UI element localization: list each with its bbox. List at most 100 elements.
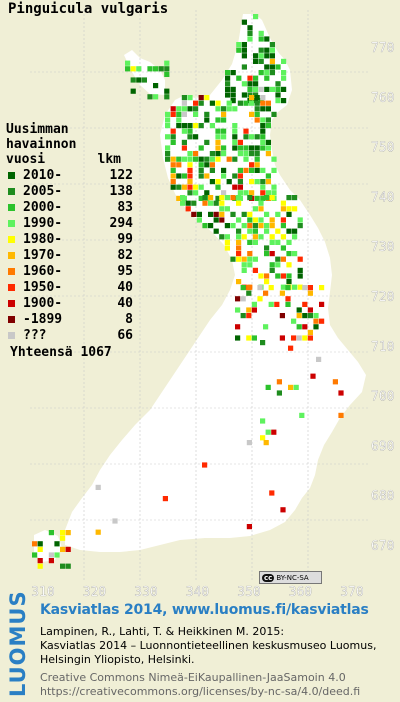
observation-square [224,245,230,251]
arm-land-shape [124,50,165,95]
observation-square [230,98,236,104]
observation-square [241,262,247,268]
observation-square [193,111,199,117]
observation-square [187,173,193,179]
observation-square [232,156,238,162]
observation-square [286,195,292,201]
observation-square [191,200,197,206]
observation-square [230,70,236,76]
observation-square [241,53,247,59]
observation-square [221,111,227,117]
observation-square [307,285,313,291]
observation-square [236,251,242,257]
observation-square [232,145,238,151]
observation-square [292,195,298,201]
observation-square [246,440,252,446]
observation-square [215,179,221,185]
observation-square [265,179,271,185]
observation-square [208,223,214,229]
observation-square [224,195,230,201]
observation-square [260,100,266,106]
observation-square [251,335,257,341]
kasviatlas-link[interactable]: Kasviatlas 2014, www.luomus.fi/kasviatla… [40,602,369,618]
legend-count: 138 [109,183,133,199]
observation-square [225,92,231,98]
legend-swatch [8,251,15,259]
legend-year: 1990- [23,215,63,231]
x-tick-label: 340 [186,585,209,598]
observation-square [198,195,204,201]
legend-item: 2010- 122 [6,167,133,183]
observation-square [198,173,204,179]
observation-square [260,117,266,123]
observation-square [213,228,219,234]
license-line2[interactable]: https://creativecommons.org/licenses/by-… [40,685,361,698]
observation-square [307,335,313,341]
observation-square [60,535,66,541]
observation-square [271,429,277,435]
observation-square [297,256,303,262]
observation-square [236,279,242,285]
legend-swatch [8,299,15,307]
observation-square [296,313,302,319]
observation-square [221,167,227,173]
legend-year: 2010- [23,167,63,183]
observation-square [253,53,259,59]
legend-item: 1980- 99 [6,231,133,247]
legend-heading-line1: Uusimman [6,122,69,137]
observation-square [257,285,263,291]
observation-square [170,173,176,179]
observation-square [258,234,264,240]
observation-square [302,285,308,291]
observation-square [236,42,242,48]
observation-square [254,117,260,123]
observation-square [202,462,208,468]
legend-item: 1960- 95 [6,263,133,279]
observation-square [241,19,247,25]
observation-square [264,223,270,229]
observation-square [230,86,236,92]
observation-square [221,128,227,134]
observation-square [249,134,255,140]
observation-square [280,217,286,223]
observation-square [275,239,281,245]
observation-square [249,111,255,117]
x-tick-label: 320 [83,585,106,598]
cc-license-badge[interactable]: cc BY-NC-SA [259,571,322,584]
observation-square [260,190,266,196]
observation-square [260,106,266,112]
legend-year: ??? [23,327,47,343]
legend-swatch [8,267,15,275]
observation-square [180,195,186,201]
observation-square [252,217,258,223]
observation-square [187,134,193,140]
legend-total-label: Yhteensä [10,345,73,360]
observation-square [269,267,275,273]
observation-square [60,530,66,536]
observation-square [307,307,313,313]
observation-square [281,86,287,92]
observation-square [165,123,171,129]
observation-square [176,123,182,129]
x-axis-labels: 310 320 330 340 350 360 370 [31,585,364,598]
observation-square [275,211,281,217]
observation-square [286,251,292,257]
observation-square [193,106,199,112]
legend-count: 99 [117,231,133,247]
observation-square [221,190,227,196]
observation-square [249,162,255,168]
observation-square [247,251,253,257]
observation-square [280,284,286,290]
observation-square [198,145,204,151]
observation-square [269,58,275,64]
observation-square [32,552,38,558]
observation-square [246,524,252,530]
observation-square [252,267,258,273]
observation-square [254,106,260,112]
observation-square [65,546,71,552]
observation-square [292,206,298,212]
observation-square [264,279,270,285]
legend-count: 82 [117,247,133,263]
observation-square [332,379,338,385]
observation-square [219,195,225,201]
